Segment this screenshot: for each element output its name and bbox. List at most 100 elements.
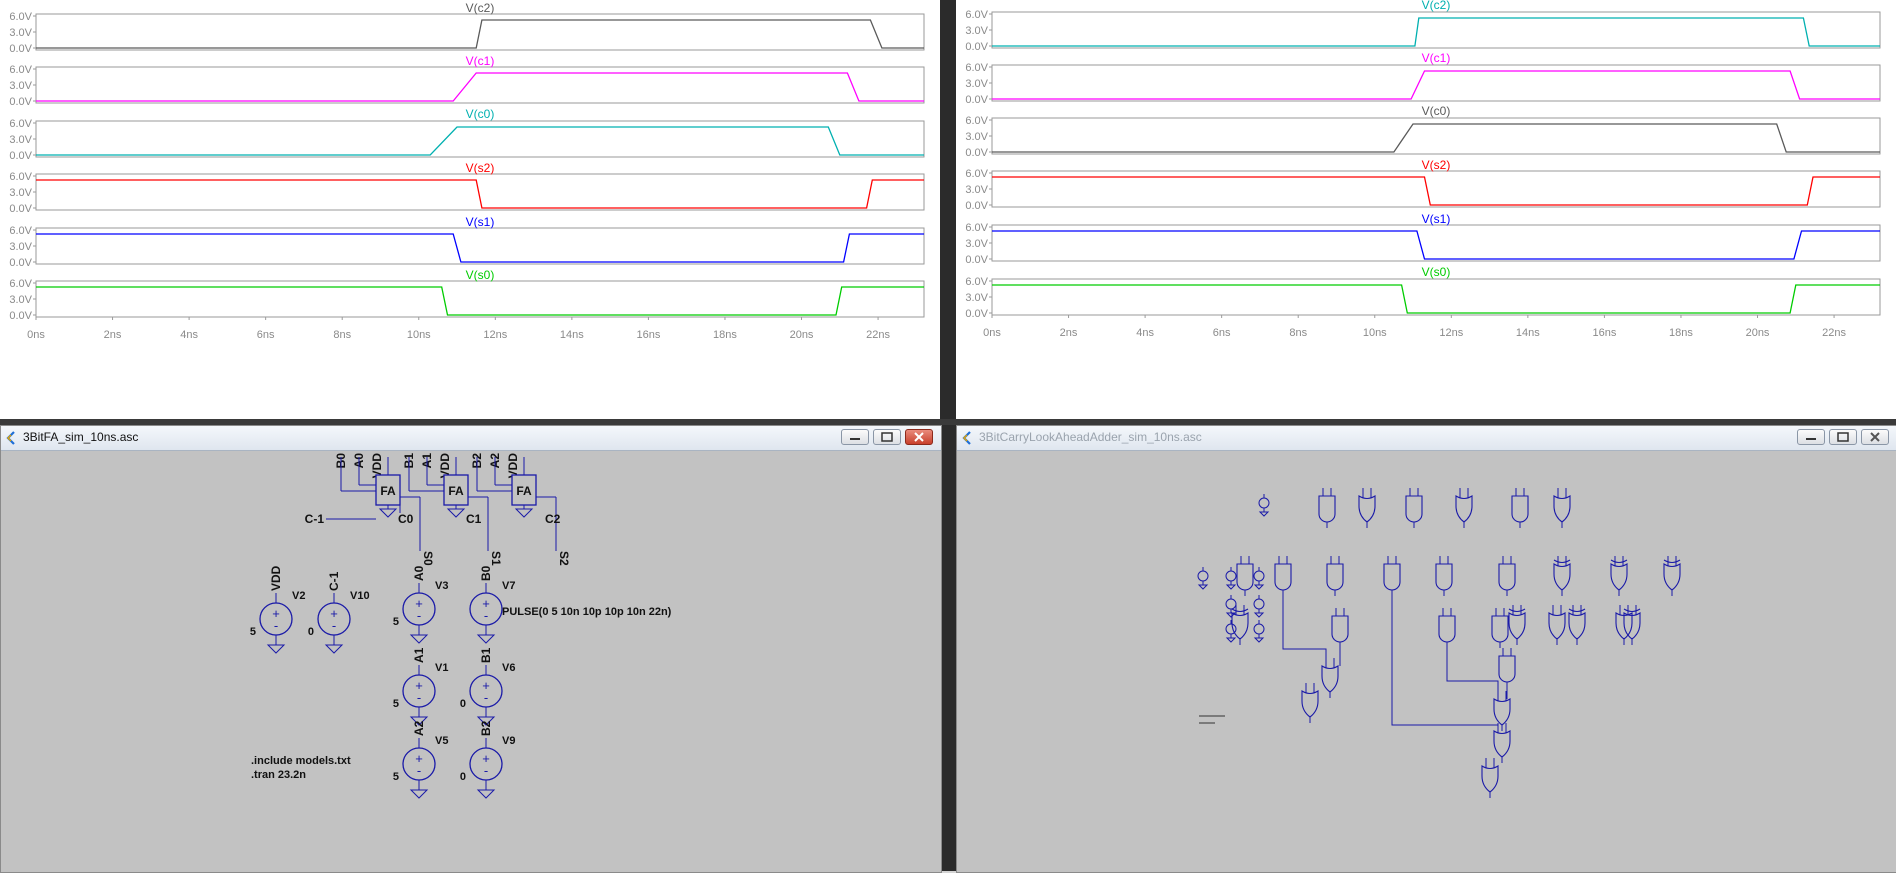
voltage-source: [1225, 598, 1237, 610]
waveform-plot-right[interactable]: 6.0V 3.0V 0.0V V(c2) 6.0V 3.0V 0.0V V(c1) 6.0V 3.…: [956, 0, 1896, 419]
minus-sign: -: [332, 618, 336, 633]
or-gate: [1301, 690, 1319, 718]
and-gate: [1383, 563, 1401, 591]
close-button[interactable]: [1861, 429, 1889, 445]
minus-sign: -: [417, 763, 421, 778]
node-label: C-1: [327, 571, 341, 591]
minus-sign: -: [484, 763, 488, 778]
trace-label: V(c1): [466, 54, 495, 68]
trace-line: [36, 233, 924, 263]
source-name: V1: [435, 662, 448, 674]
node-label: VDD: [269, 565, 283, 591]
y-tick-label: 0.0V: [965, 200, 988, 212]
trace-label: V(c2): [466, 1, 495, 15]
ground-symbol: [1197, 584, 1209, 590]
carry-label: C0: [398, 512, 414, 526]
y-tick-label: 6.0V: [965, 62, 988, 74]
ground-symbol: [409, 634, 429, 644]
and-gate: [1236, 563, 1254, 591]
ground-symbol: [378, 508, 398, 518]
and-gate: [1331, 615, 1349, 643]
trace-line: [992, 284, 1880, 314]
y-tick-label: 0.0V: [965, 94, 988, 106]
and-gate: [1498, 563, 1516, 591]
plus-sign: +: [415, 751, 423, 766]
x-tick-label: 18ns: [713, 329, 737, 341]
ground-symbol: [476, 634, 496, 644]
y-tick-label: 3.0V: [965, 184, 988, 196]
plus-sign: +: [482, 596, 490, 611]
x-tick-label: 16ns: [636, 329, 660, 341]
y-tick-label: 0.0V: [965, 254, 988, 266]
trace-label: V(s0): [1422, 265, 1451, 279]
or-gate: [1548, 612, 1566, 640]
maximize-button[interactable]: [1829, 429, 1857, 445]
maximize-icon: [881, 432, 893, 442]
source-name: V6: [502, 662, 515, 674]
ltspice-icon: [962, 431, 971, 445]
y-tick-label: 3.0V: [9, 187, 32, 199]
waveform-pane-left[interactable]: 6.0V 3.0V 0.0V V(c2) 6.0V 3.0V 0.0V V(c1) 6.0V 3.…: [0, 0, 940, 419]
source-value: 0: [308, 626, 314, 638]
close-button[interactable]: [905, 429, 933, 445]
plus-sign: +: [482, 678, 490, 693]
trace-label: V(s2): [1422, 158, 1451, 172]
wire: [1391, 596, 1499, 731]
y-tick-label: 6.0V: [965, 222, 988, 234]
minimize-button[interactable]: [841, 429, 869, 445]
node-label: B0: [479, 565, 493, 581]
or-gate: [1663, 563, 1681, 591]
ground-symbol: [476, 716, 496, 726]
xor-arc: [1568, 608, 1586, 613]
full-adder-label: FA: [380, 484, 396, 498]
full-adder-block: [443, 474, 469, 506]
minimize-icon: [850, 438, 860, 440]
voltage-source: [1253, 570, 1265, 582]
y-tick-label: 0.0V: [9, 203, 32, 215]
schematic-canvas-right[interactable]: [957, 451, 1896, 872]
window-title: 3BitCarryLookAheadAdder_sim_10ns.asc: [979, 430, 1202, 444]
title-bar[interactable]: 3BitFA_sim_10ns.asc: [1, 426, 941, 451]
and-gate: [1498, 655, 1516, 683]
minimize-button[interactable]: [1797, 429, 1825, 445]
plus-sign: +: [330, 606, 338, 621]
or-gate: [1358, 495, 1376, 523]
ground-symbol: [409, 789, 429, 799]
or-gate: [1493, 730, 1511, 758]
y-tick-label: 6.0V: [9, 118, 32, 130]
source-value: 5: [393, 698, 399, 710]
source-value: 5: [393, 616, 399, 628]
schematic-window-left[interactable]: 3BitFA_sim_10ns.asc B0 A0 VDD FA S0 B1 A1 VDD FA…: [0, 425, 942, 873]
x-tick-label: 20ns: [1746, 327, 1770, 339]
trace-line: [992, 17, 1880, 47]
plus-sign: +: [482, 751, 490, 766]
pane-divider-horizontal: [0, 419, 1896, 425]
y-tick-label: 6.0V: [9, 11, 32, 23]
schematic-window-right[interactable]: 3BitCarryLookAheadAdder_sim_10ns.asc: [956, 425, 1896, 873]
ground-symbol: [1225, 637, 1237, 643]
x-tick-label: 20ns: [790, 329, 814, 341]
x-tick-label: 6ns: [1213, 327, 1231, 339]
trace-line: [992, 70, 1880, 100]
x-tick-label: 10ns: [407, 329, 431, 341]
trace-line: [36, 72, 924, 102]
trace-line: [36, 286, 924, 316]
voltage-source: [1253, 598, 1265, 610]
x-tick-label: 0ns: [983, 327, 1001, 339]
y-tick-label: 6.0V: [965, 115, 988, 127]
waveform-plot-left[interactable]: 6.0V 3.0V 0.0V V(c2) 6.0V 3.0V 0.0V V(c1) 6.0V 3.…: [0, 0, 940, 419]
trace-label: V(c1): [1422, 51, 1451, 65]
y-tick-label: 3.0V: [965, 292, 988, 304]
voltage-source: [1225, 623, 1237, 635]
waveform-pane-right[interactable]: 6.0V 3.0V 0.0V V(c2) 6.0V 3.0V 0.0V V(c1) 6.0V 3.…: [956, 0, 1896, 419]
wire: [1446, 648, 1499, 699]
trace-line: [992, 123, 1880, 153]
maximize-button[interactable]: [873, 429, 901, 445]
source-value: 0: [460, 771, 466, 783]
title-bar[interactable]: 3BitCarryLookAheadAdder_sim_10ns.asc: [957, 426, 1896, 451]
node-label: A0: [412, 565, 426, 581]
schematic-canvas-left[interactable]: B0 A0 VDD FA S0 B1 A1 VDD FA S1 B2 A2 VDD FA S2 C-1 C0 C1…: [1, 451, 941, 872]
window-title: 3BitFA_sim_10ns.asc: [23, 430, 139, 444]
x-tick-label: 8ns: [1289, 327, 1307, 339]
trace-label: V(s1): [1422, 212, 1451, 226]
